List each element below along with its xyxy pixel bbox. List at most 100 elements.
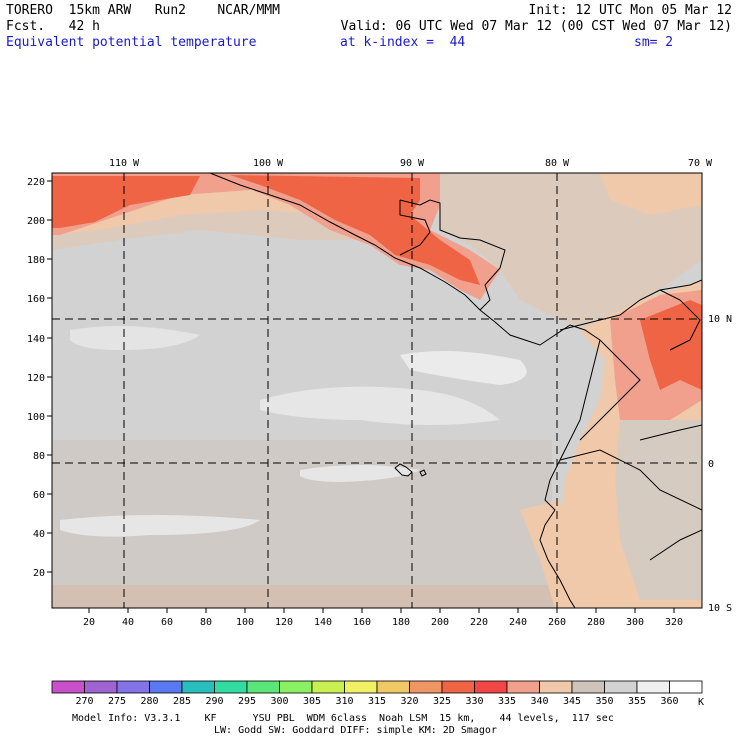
colorbar-label: 295 [237,696,257,707]
lon-label-70w: 70 W [688,158,713,169]
x-tick: 280 [587,617,605,628]
lon-label-90w: 90 W [400,158,425,169]
guatemala-border [399,200,431,256]
init-time: Init: 12 UTC Mon 05 Mar 12 [528,3,733,18]
field-cam-red [230,175,480,285]
colorbar-swatch [214,680,248,694]
y-tick: 200 [27,216,45,227]
smoothing-label: sm= 2 [634,35,674,50]
field-cool-patch-3 [60,515,260,537]
valid-time: Valid: 06 UTC Wed 07 Mar 12 (00 CST Wed … [340,19,732,34]
field-caribbean [440,173,702,330]
model-title: TORERO 15km ARW Run2 NCAR/MMM [6,3,280,18]
x-tick: 220 [470,617,488,628]
field-cool-patch-4 [70,326,200,350]
venezuela-coast [659,289,701,351]
colorbar-swatch [84,680,118,694]
colorbar-label: 355 [627,696,647,707]
lon-label-100w: 100 W [253,158,284,169]
lat-label-10n: 10 N [708,314,732,325]
colorbar-swatch [311,680,345,694]
colorbar-label: 330 [465,696,484,707]
colorbar-swatch [506,680,540,694]
colorbar-label: 315 [367,696,387,707]
caribbean-sa-coast [559,279,702,331]
lat-label-0: 0 [708,459,714,470]
level-label: at k-index = 44 [340,35,466,50]
field-sa-red [640,300,702,390]
x-tick: 60 [161,617,173,628]
colombia-brazil-border [639,424,702,441]
colombia-border [579,339,641,441]
colorbar-swatch [669,680,703,694]
colorbar-label: 310 [335,696,354,707]
latlon-grid [52,173,702,608]
axis-ticks [47,180,675,613]
theta-e-field [52,173,702,608]
colorbar-swatch [376,680,410,694]
colorbar-swatch [279,680,313,694]
physics-info: LW: Godd SW: Goddard DIFF: simple KM: 2D… [214,725,497,736]
x-tick: 80 [200,617,212,628]
x-tick: 320 [665,617,683,628]
colorbar-swatch [571,680,605,694]
sa-pacific-coast [539,339,601,608]
colorbar-label: 300 [270,696,289,707]
colorbar-label: 320 [400,696,419,707]
x-tick: 20 [83,617,95,628]
y-tick: 220 [27,177,45,188]
colorbar-swatch [409,680,443,694]
field-ne-peach [600,173,702,215]
colorbar [51,680,703,694]
x-tick: 40 [122,617,134,628]
pacific-coast-cam [209,173,601,346]
y-tick: 160 [27,294,45,305]
lat-label-10s: 10 S [708,603,732,614]
colorbar-label: 285 [172,696,192,707]
x-tick: 240 [509,617,527,628]
colorbar-label: 345 [562,696,582,707]
colorbar-label: 275 [107,696,127,707]
field-cool-patch-2 [400,351,527,385]
peru-brazil-border [649,529,702,561]
colorbar-swatch [344,680,378,694]
lon-label-110w: 110 W [109,158,140,169]
colorbar-swatch [636,680,670,694]
field-nw-red [52,176,200,228]
colorbar-unit: K [698,697,704,708]
map-frame [51,172,703,609]
colorbar-swatch [604,680,638,694]
colorbar-label: 305 [302,696,322,707]
colorbar-label: 280 [140,696,159,707]
y-tick: 120 [27,373,45,384]
colorbar-label: 290 [205,696,224,707]
x-tick: 120 [275,617,293,628]
colorbar-label: 335 [497,696,517,707]
colorbar-swatch [116,680,150,694]
y-tick: 180 [27,255,45,266]
colorbar-label: 340 [530,696,549,707]
y-tick: 140 [27,334,45,345]
y-tick: 100 [27,412,45,423]
x-tick: 260 [548,617,566,628]
colorbar-label: 360 [660,696,679,707]
y-tick: 80 [33,451,45,462]
colorbar-swatch [181,680,215,694]
field-bottom-strip [52,585,572,608]
colorbar-label: 325 [432,696,452,707]
lon-label-80w: 80 W [545,158,570,169]
colorbar-swatch [539,680,573,694]
field-peru-coast [520,500,580,608]
coastlines [209,173,702,608]
y-tick: 40 [33,529,45,540]
model-info: Model Info: V3.3.1 KF YSU PBL WDM 6class… [72,713,614,724]
yucatan-honduras-coast [399,199,506,311]
colorbar-swatch [474,680,508,694]
y-tick: 60 [33,490,45,501]
field-amazon [615,420,702,600]
galapagos-island-2 [419,469,427,477]
x-tick: 300 [626,617,644,628]
x-tick: 140 [314,617,332,628]
colorbar-swatch [441,680,475,694]
